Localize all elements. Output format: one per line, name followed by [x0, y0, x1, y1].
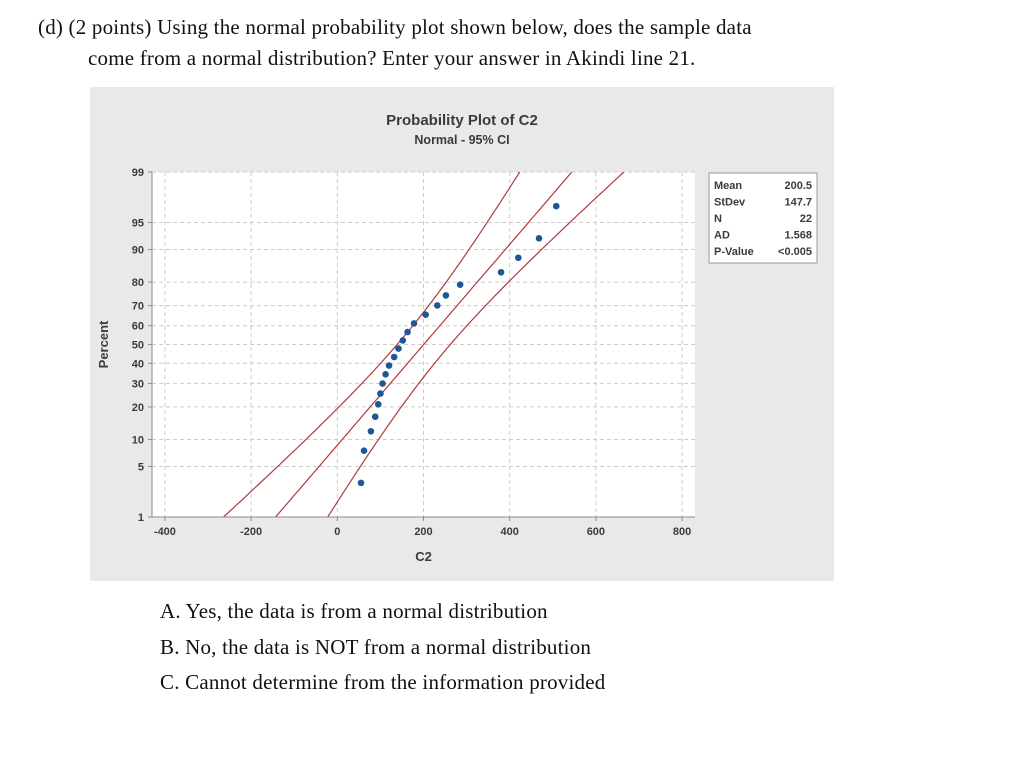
stats-label: P-Value — [714, 246, 754, 258]
stats-value: 1.568 — [784, 230, 812, 242]
data-point — [410, 320, 418, 327]
y-tick-label: 95 — [132, 218, 144, 230]
data-point — [390, 353, 398, 361]
y-tick-label: 80 — [132, 277, 144, 289]
data-point — [433, 302, 441, 309]
x-tick-label: -400 — [154, 526, 176, 538]
data-point — [456, 281, 464, 289]
data-point — [367, 427, 375, 435]
y-tick-label: 5 — [138, 461, 144, 473]
x-tick-label: 0 — [334, 526, 340, 538]
y-tick-label: 70 — [132, 301, 144, 313]
x-tick-label: 400 — [501, 526, 519, 538]
y-tick-label: 99 — [132, 167, 144, 179]
data-point — [497, 268, 505, 276]
question-line-1: (d) (2 points) Using the normal probabil… — [38, 15, 752, 39]
data-point — [552, 202, 560, 210]
choice-b: B. No, the data is NOT from a normal dis… — [160, 634, 592, 659]
data-point — [371, 413, 379, 421]
y-tick-label: 10 — [132, 435, 144, 447]
x-tick-label: -200 — [240, 526, 262, 538]
x-tick-label: 800 — [673, 526, 691, 538]
stats-label: N — [714, 213, 722, 225]
data-point — [404, 328, 411, 336]
question-line-2: come from a normal distribution? Enter y… — [88, 46, 696, 70]
stats-label: AD — [714, 230, 730, 242]
ci-lines-group — [223, 172, 625, 517]
chart-title: Probability Plot of C2 — [386, 112, 538, 129]
stats-box — [708, 172, 818, 264]
x-tick-label: 600 — [587, 526, 605, 538]
choice-c: C. Cannot determine from the information… — [160, 670, 606, 694]
x-axis-label: C2 — [415, 549, 432, 564]
probability-plot-chart: -400 -200 0 200 400 600 800 1 5 10 20 30 40 50 60 70 80 9… — [96, 112, 818, 564]
question-text: (d) (2 points) Using the normal probabil… — [38, 12, 752, 74]
ci-upper-line — [327, 172, 625, 517]
y-tick-label: 40 — [132, 358, 144, 370]
data-point — [377, 390, 384, 397]
data-point — [382, 370, 389, 378]
data-point — [374, 400, 382, 408]
y-tick-label: 30 — [132, 378, 144, 390]
y-axis-label: Percent — [96, 320, 111, 368]
data-point — [385, 362, 393, 369]
data-point — [442, 292, 450, 299]
data-point — [379, 380, 386, 387]
stats-value: 22 — [800, 213, 812, 225]
stats-value: 200.5 — [784, 180, 812, 192]
stats-value: <0.005 — [778, 246, 812, 258]
stats-label: Mean — [714, 180, 742, 192]
y-tick-label: 20 — [132, 402, 144, 414]
stats-label: StDev — [714, 197, 746, 209]
choice-a: A. Yes, the data is from a normal distri… — [160, 599, 548, 623]
data-point — [515, 254, 522, 262]
data-point — [395, 345, 402, 352]
chart-panel: -400 -200 0 200 400 600 800 1 5 10 20 30 40 50 60 70 80 9… — [90, 87, 834, 581]
ci-lower-line — [223, 172, 521, 517]
data-point — [357, 479, 365, 487]
data-point — [360, 447, 368, 455]
y-tick-label: 90 — [132, 244, 144, 256]
fit-line — [275, 172, 573, 517]
chart-subtitle: Normal - 95% CI — [414, 133, 509, 147]
x-tick-label: 200 — [414, 526, 432, 538]
data-point — [422, 311, 429, 319]
stats-value: 147.7 — [784, 197, 812, 209]
data-point — [399, 337, 407, 344]
answer-choices: A. Yes, the data is from a normal distri… — [160, 594, 605, 701]
y-tick-label: 1 — [138, 512, 144, 524]
y-tick-label: 60 — [132, 321, 144, 333]
y-tick-label: 50 — [132, 340, 144, 352]
data-point — [535, 234, 543, 242]
